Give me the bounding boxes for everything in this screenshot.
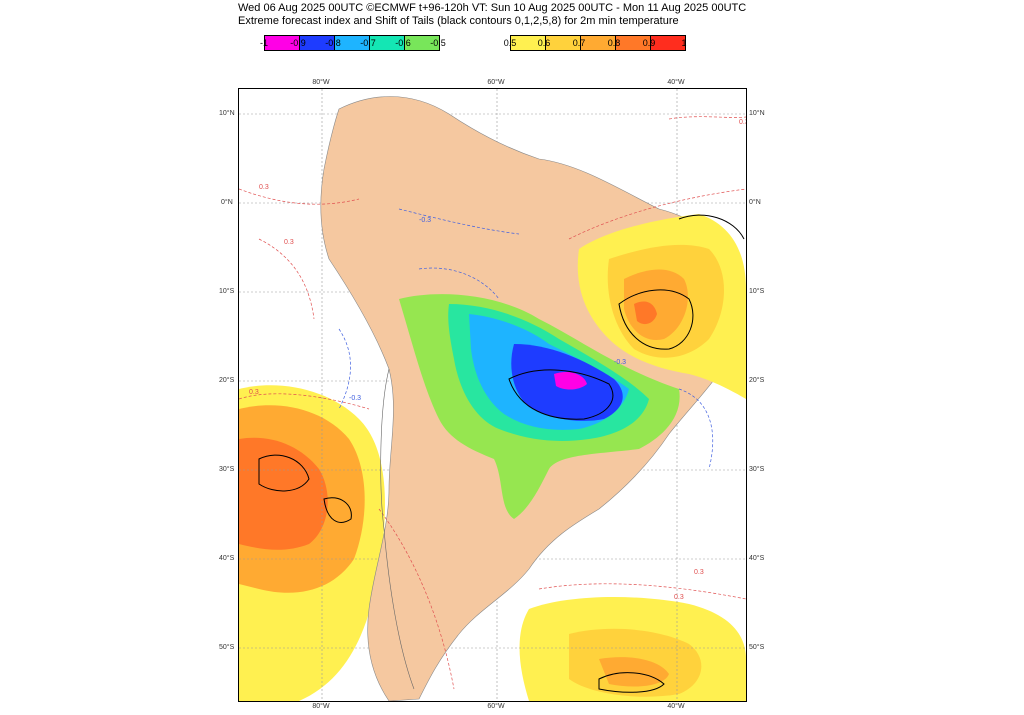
lat-label: 0°N	[749, 199, 761, 206]
contour-label: -0.3	[349, 395, 362, 402]
contour-label: 0.3	[259, 184, 269, 191]
legend-tick: 1	[681, 38, 687, 48]
contour-label: 0.3	[694, 569, 704, 576]
chart-title: Wed 06 Aug 2025 00UTC ©ECMWF t+96-120h V…	[238, 2, 778, 28]
legend-tick: -0.8	[325, 38, 341, 48]
legend-tick: 0.8	[607, 38, 621, 48]
legend-tick: -1	[259, 38, 269, 48]
efi-negative-contours	[338, 208, 714, 470]
legend-tick: -0.9	[290, 38, 306, 48]
contour-label: 0.3	[739, 119, 746, 126]
legend-tick: 0.7	[572, 38, 586, 48]
lat-label: 20°S	[749, 377, 765, 384]
legend-negative	[264, 35, 440, 51]
lat-label: 10°N	[219, 110, 235, 117]
atlantic-warm-anomaly	[519, 597, 746, 701]
lat-label: 30°S	[749, 466, 765, 473]
lon-label: 40°W	[667, 703, 685, 710]
legend-swatch	[404, 35, 440, 51]
lon-label: 40°W	[667, 79, 685, 86]
lat-label: 20°S	[219, 377, 235, 384]
legend-tick: -0.7	[360, 38, 376, 48]
contour-label: 0.3	[674, 594, 684, 601]
lon-label: 60°W	[487, 703, 505, 710]
title-line-2: Extreme forecast index and Shift of Tail…	[238, 15, 679, 27]
legend-positive	[510, 35, 686, 51]
lat-label: 10°S	[749, 288, 765, 295]
central-cold-anomaly	[399, 294, 680, 519]
legend-tick: -0.5	[430, 38, 446, 48]
contour-label: -0.3	[614, 359, 627, 366]
lon-label: 80°W	[312, 79, 330, 86]
ne-brazil-warm-anomaly	[577, 214, 746, 399]
lat-label: 0°N	[221, 199, 233, 206]
lat-label: 40°S	[749, 555, 765, 562]
legend-swatch	[650, 35, 686, 51]
lat-label: 10°N	[749, 110, 765, 117]
legend-tick: -0.6	[395, 38, 411, 48]
pacific-warm-anomaly	[239, 385, 385, 701]
contour-label: 0.3	[249, 389, 259, 396]
lat-label: 40°S	[219, 555, 235, 562]
legend-tick: 0.9	[642, 38, 656, 48]
title-line-1: Wed 06 Aug 2025 00UTC ©ECMWF t+96-120h V…	[238, 2, 747, 14]
legend-tick: 0.5	[503, 38, 517, 48]
lat-label: 10°S	[219, 288, 235, 295]
lat-label: 50°S	[219, 644, 235, 651]
lon-label: 60°W	[487, 79, 505, 86]
lon-label: 80°W	[312, 703, 330, 710]
legend-tick: 0.6	[537, 38, 551, 48]
lat-label: 30°S	[219, 466, 235, 473]
efi-positive-contours	[239, 116, 746, 690]
contour-label: -0.3	[419, 217, 432, 224]
map-canvas	[239, 89, 746, 701]
lat-label: 50°S	[749, 644, 765, 651]
efi-map: 0.3 0.3 0.3 0.3 0.3 0.3 -0.3 -0.3 -0.3	[238, 88, 747, 702]
sot-contours	[258, 214, 745, 693]
contour-label: 0.3	[284, 239, 294, 246]
